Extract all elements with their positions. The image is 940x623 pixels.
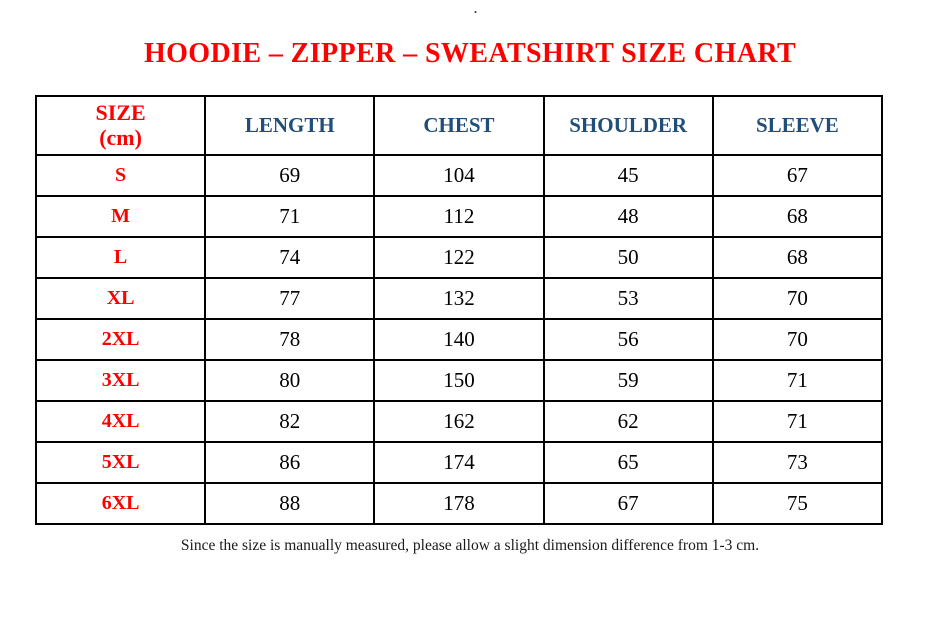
header-size-line2: (cm) <box>99 124 142 150</box>
header-shoulder: SHOULDER <box>542 95 714 156</box>
size-cell: 3XL <box>34 359 207 402</box>
table-row: S 69 104 45 67 <box>34 154 884 197</box>
measurement-disclaimer: Since the size is manually measured, ple… <box>180 537 760 554</box>
value-cell: 73 <box>711 441 884 484</box>
value-cell: 86 <box>204 441 376 484</box>
value-cell: 65 <box>542 441 714 484</box>
value-cell: 62 <box>542 400 714 443</box>
table-row: L 74 122 50 68 <box>34 236 884 279</box>
size-cell: 4XL <box>34 400 207 443</box>
value-cell: 71 <box>711 359 884 402</box>
value-cell: 78 <box>204 318 376 361</box>
value-cell: 69 <box>204 154 376 197</box>
size-cell: XL <box>34 277 207 320</box>
value-cell: 75 <box>711 482 884 525</box>
value-cell: 140 <box>373 318 545 361</box>
page-title: HOODIE – ZIPPER – SWEATSHIRT SIZE CHART <box>143 38 797 69</box>
value-cell: 104 <box>373 154 545 197</box>
value-cell: 150 <box>373 359 545 402</box>
value-cell: 88 <box>204 482 376 525</box>
size-cell: M <box>34 195 207 238</box>
size-cell: 5XL <box>34 441 207 484</box>
value-cell: 178 <box>373 482 545 525</box>
value-cell: 68 <box>711 195 884 238</box>
value-cell: 56 <box>542 318 714 361</box>
value-cell: 67 <box>542 482 714 525</box>
size-cell: 6XL <box>34 482 207 525</box>
value-cell: 48 <box>542 195 714 238</box>
header-size-cm: SIZE (cm) <box>34 95 207 156</box>
value-cell: 53 <box>542 277 714 320</box>
value-cell: 80 <box>204 359 376 402</box>
value-cell: 71 <box>711 400 884 443</box>
table-row: 5XL 86 174 65 73 <box>34 441 884 484</box>
size-chart-table: SIZE (cm) LENGTH CHEST SHOULDER SLEEVE S… <box>34 95 884 525</box>
header-sleeve: SLEEVE <box>711 95 884 156</box>
header-row: SIZE (cm) LENGTH CHEST SHOULDER SLEEVE <box>34 95 884 156</box>
stray-dot: . <box>474 2 477 16</box>
table-row: 2XL 78 140 56 70 <box>34 318 884 361</box>
value-cell: 112 <box>373 195 545 238</box>
table-row: 4XL 82 162 62 71 <box>34 400 884 443</box>
value-cell: 67 <box>711 154 884 197</box>
value-cell: 74 <box>204 236 376 279</box>
value-cell: 45 <box>542 154 714 197</box>
size-cell: L <box>34 236 207 279</box>
value-cell: 59 <box>542 359 714 402</box>
value-cell: 122 <box>373 236 545 279</box>
value-cell: 50 <box>542 236 714 279</box>
header-length: LENGTH <box>204 95 376 156</box>
table-row: M 71 112 48 68 <box>34 195 884 238</box>
size-cell: S <box>34 154 207 197</box>
value-cell: 162 <box>373 400 545 443</box>
value-cell: 70 <box>711 277 884 320</box>
header-chest: CHEST <box>373 95 545 156</box>
table-row: 3XL 80 150 59 71 <box>34 359 884 402</box>
value-cell: 174 <box>373 441 545 484</box>
value-cell: 68 <box>711 236 884 279</box>
header-size-line1: SIZE <box>95 99 146 125</box>
value-cell: 132 <box>373 277 545 320</box>
value-cell: 82 <box>204 400 376 443</box>
value-cell: 77 <box>204 277 376 320</box>
value-cell: 71 <box>204 195 376 238</box>
table-row: 6XL 88 178 67 75 <box>34 482 884 525</box>
table-row: XL 77 132 53 70 <box>34 277 884 320</box>
size-cell: 2XL <box>34 318 207 361</box>
value-cell: 70 <box>711 318 884 361</box>
